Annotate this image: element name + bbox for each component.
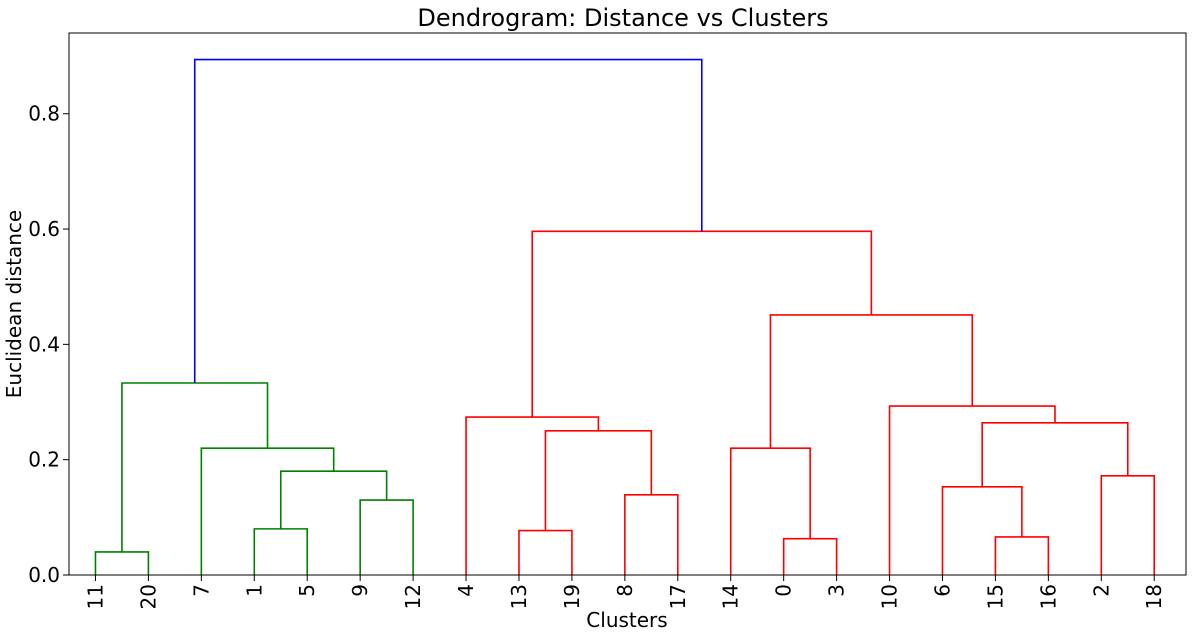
dendrogram-link-m15 xyxy=(1100,475,1156,575)
leaf-label: 8 xyxy=(613,584,637,597)
dendrogram-link-m17 xyxy=(888,405,1056,575)
leaf-label: 18 xyxy=(1142,584,1166,609)
dendrogram-link-m10 xyxy=(465,416,600,575)
dendrogram-link-m14 xyxy=(941,485,1023,575)
dendrogram-link-m4 xyxy=(279,470,388,529)
x-axis-ticks: 11 20 7 1 5 9 12 4 13 19 8 17 14 0 3 10 6 15 16 2 18 xyxy=(83,575,1166,609)
dendrogram-link-m7 xyxy=(518,529,573,575)
y-axis-label: Euclidean distance xyxy=(2,210,26,398)
dendrogram-link-m13 xyxy=(994,536,1050,575)
dendrogram-link-m8 xyxy=(624,494,679,575)
leaf-label: 2 xyxy=(1089,584,1113,597)
leaf-label: 12 xyxy=(401,584,425,609)
y-axis-ticks: 0.0 0.2 0.4 0.6 0.8 xyxy=(28,102,69,587)
dendrogram-link-m1 xyxy=(94,551,150,575)
dendrogram-link-m20 xyxy=(193,58,703,383)
leaf-label: 16 xyxy=(1036,584,1060,609)
leaf-label: 11 xyxy=(83,584,107,609)
plot-frame xyxy=(68,32,1187,576)
leaf-label: 17 xyxy=(666,584,690,609)
y-tick-label: 0.2 xyxy=(28,448,60,472)
leaf-label: 5 xyxy=(295,584,319,597)
dendrogram-link-m16 xyxy=(981,421,1129,487)
dendrogram-link-m2 xyxy=(253,528,309,575)
leaf-label: 19 xyxy=(560,584,584,609)
dendrogram-links xyxy=(94,58,1156,575)
dendrogram-link-m3 xyxy=(359,499,414,575)
y-tick-label: 0.6 xyxy=(28,217,60,241)
leaf-label: 9 xyxy=(348,584,372,597)
dendrogram-link-m9 xyxy=(544,430,653,531)
leaf-label: 3 xyxy=(825,584,849,597)
x-axis-label: Clusters xyxy=(586,608,667,632)
leaf-label: 14 xyxy=(719,584,743,609)
leaf-label: 6 xyxy=(930,584,954,597)
dendrogram-link-m6 xyxy=(121,382,269,552)
leaf-label: 1 xyxy=(242,584,266,597)
y-tick-label: 0.8 xyxy=(28,102,60,126)
leaf-label: 13 xyxy=(507,584,531,609)
dendrogram-link-m11 xyxy=(782,537,838,575)
chart-title: Dendrogram: Distance vs Clusters xyxy=(417,4,828,32)
y-tick-label: 0.4 xyxy=(28,332,60,356)
y-tick-label: 0.0 xyxy=(28,563,60,587)
leaf-label: 20 xyxy=(136,584,160,609)
dendrogram-link-m19 xyxy=(531,230,873,418)
leaf-label: 7 xyxy=(189,584,213,597)
leaf-label: 10 xyxy=(878,584,902,609)
dendrogram-link-m5 xyxy=(200,447,335,575)
leaf-label: 4 xyxy=(454,584,478,597)
dendrogram-link-m18 xyxy=(769,314,974,449)
leaf-label: 15 xyxy=(983,584,1007,609)
leaf-label: 0 xyxy=(772,584,796,597)
dendrogram-link-m12 xyxy=(729,447,811,575)
